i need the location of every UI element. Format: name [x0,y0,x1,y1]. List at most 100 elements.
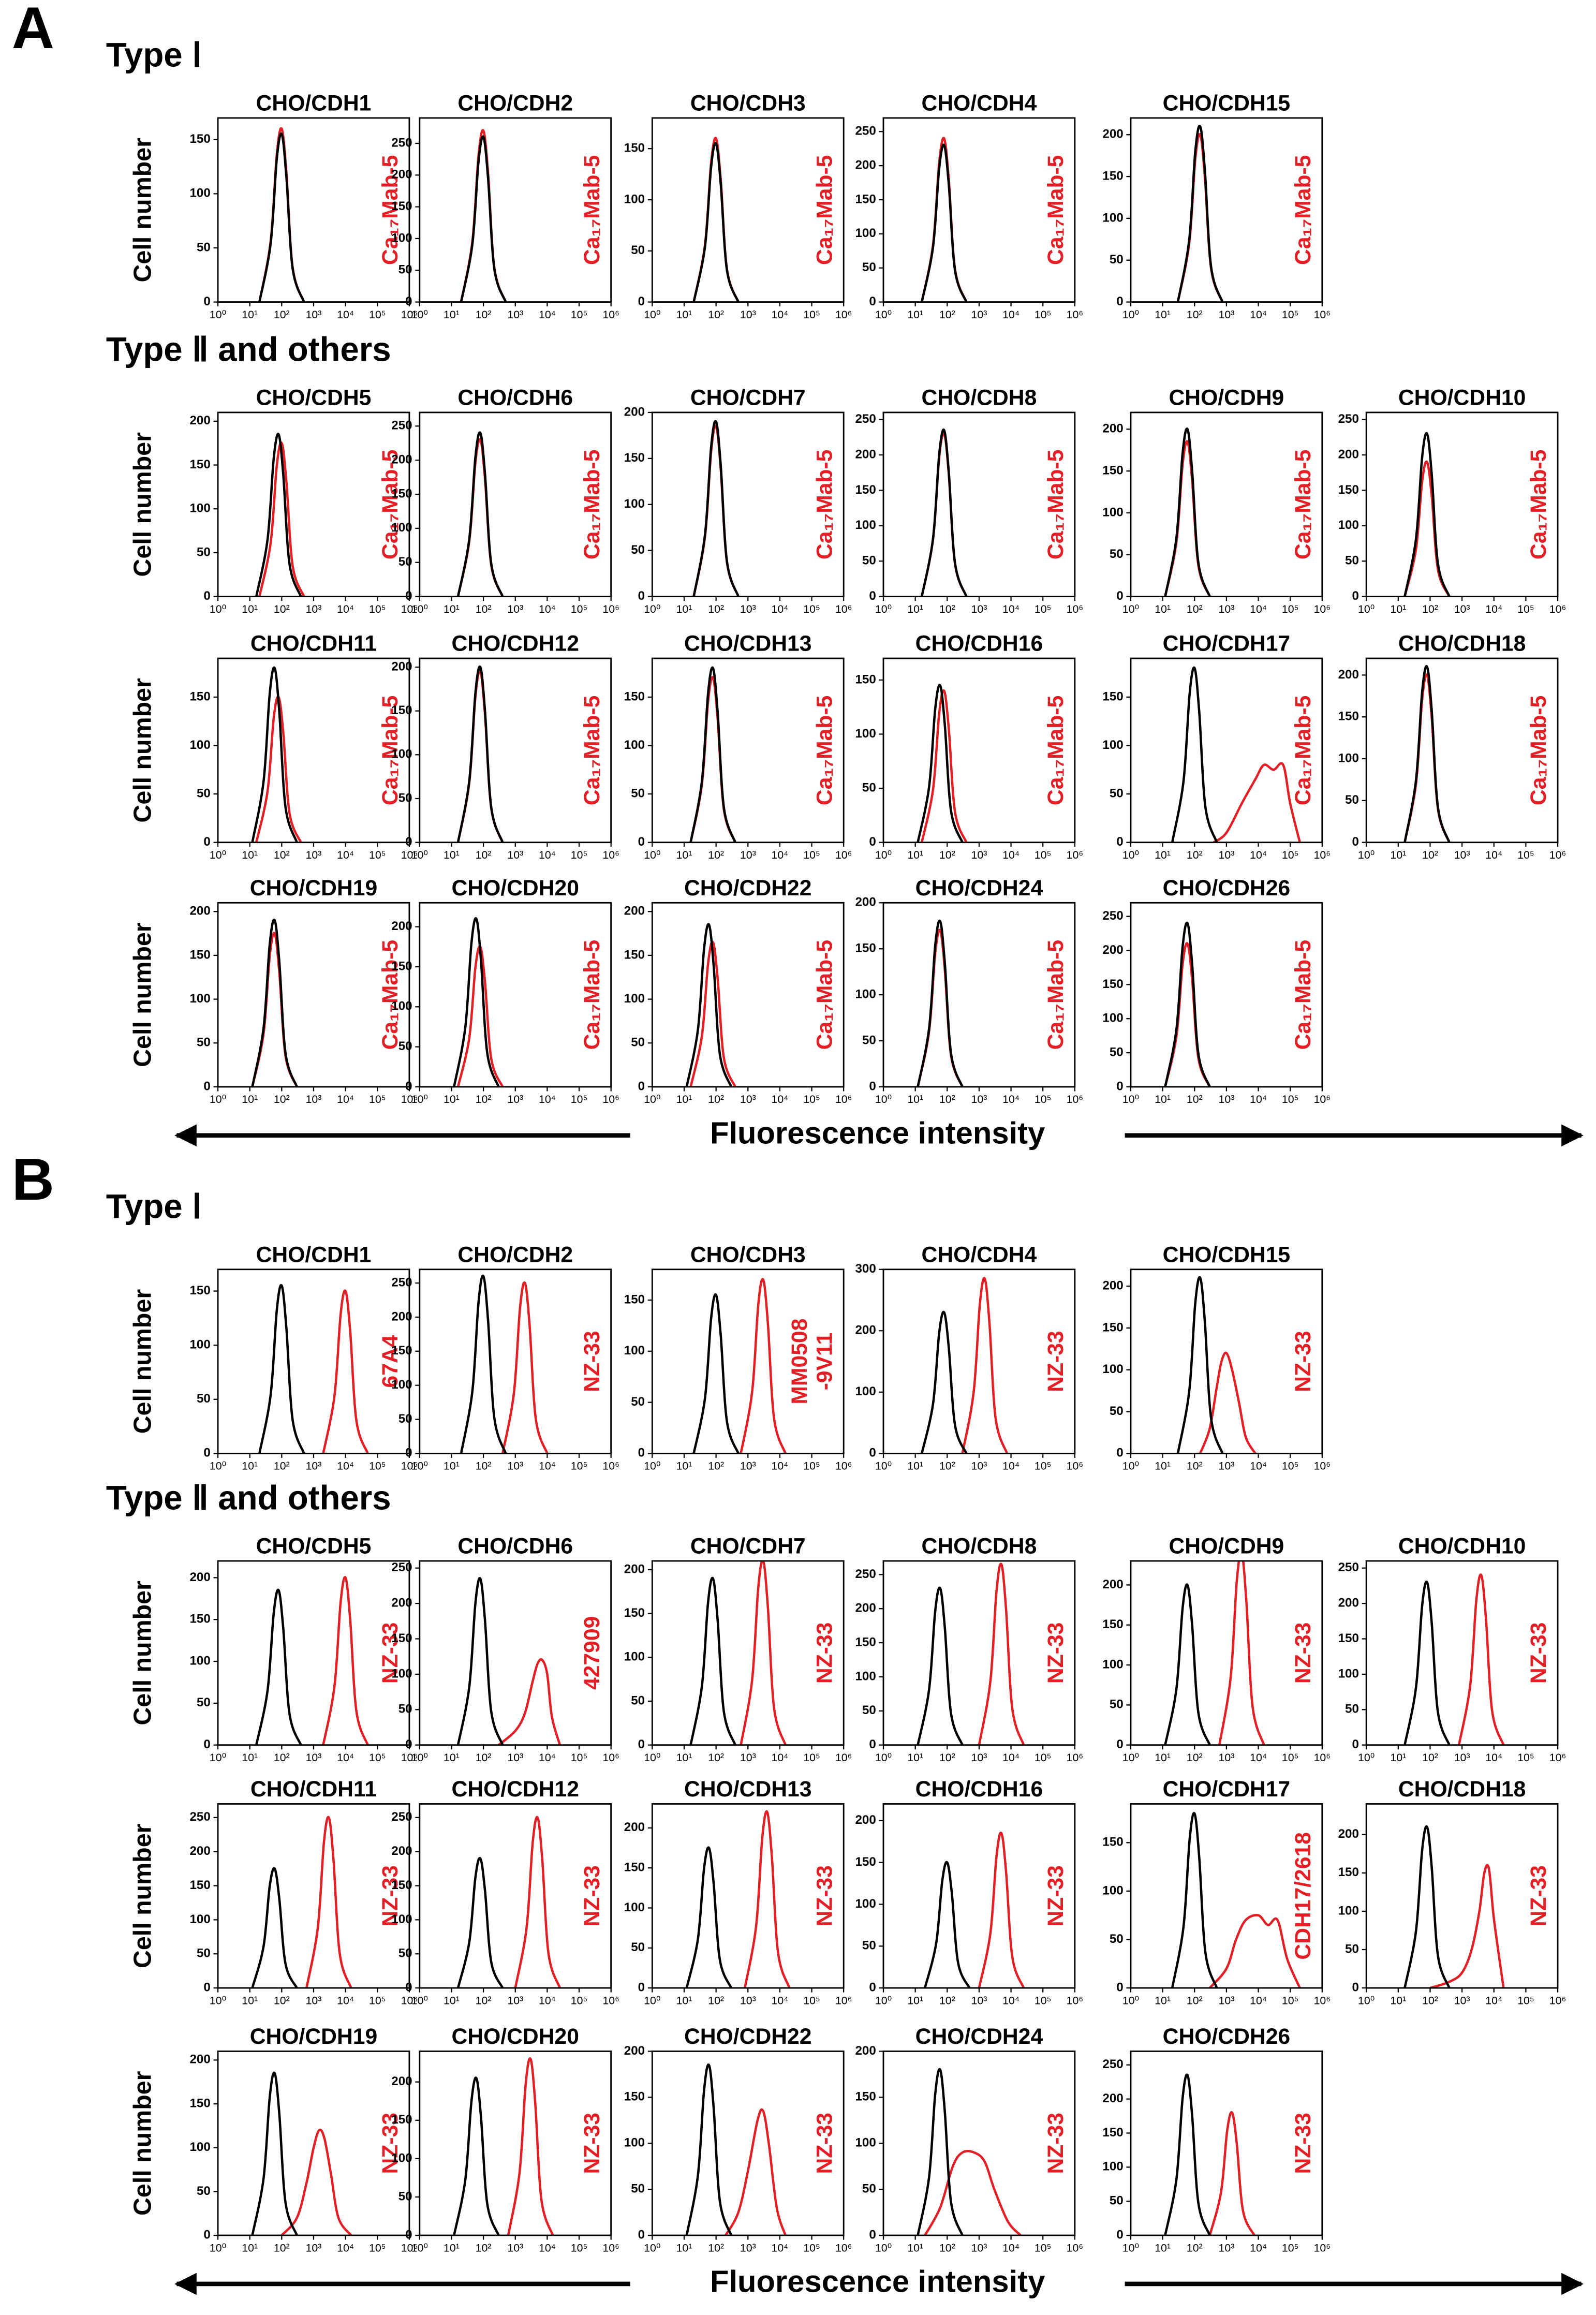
curves [924,1831,1025,1988]
y-tick-label: 200 [624,1562,645,1576]
x-tick-label: 10³ [740,849,756,861]
x-tick-label: 10³ [507,1751,523,1764]
y-axis-label: Cell number [129,678,157,823]
y-tick-label: 0 [1352,589,1358,603]
x-tick-label: 10⁶ [1067,603,1084,615]
x-tick-label: 10⁵ [1282,1994,1299,2007]
x-tick-label: 10⁰ [210,308,226,321]
histogram-curve [692,424,740,597]
y-tick-label: 150 [855,1855,876,1869]
x-tick-label: 10⁶ [401,1460,418,1472]
histogram-panel: CHO/CDH15 0 50 100 150 200 10⁰ 10¹ 10² 10³ 10⁴ 10⁵ 1… [1102,91,1331,321]
x-tick-label: 10⁵ [803,1460,820,1472]
y-tick-label: 150 [189,2096,210,2110]
x-tick-label: 10³ [1218,849,1234,861]
x-tick-label: 10¹ [242,308,258,321]
panel-title: CHO/CDH9 [1169,1534,1284,1559]
y-tick-label: 200 [1102,422,1123,436]
x-tick-label: 10³ [1454,1994,1470,2007]
panel-title: CHO/CDH11 [250,1777,377,1802]
x-tick-label: 10¹ [907,849,923,861]
x-tick-label: 10⁵ [803,2242,820,2254]
x-tick-label: 10¹ [676,603,692,615]
plot-frame [651,1560,845,1746]
x-tick-label: 10⁶ [602,1460,619,1472]
plot-frame [419,411,612,597]
histogram-curve [456,665,504,843]
y-tick-label: 150 [855,1635,876,1649]
plot-frame [419,1803,612,1989]
x-tick-label: 10² [708,1460,724,1472]
plot-frame [1365,1560,1559,1746]
histogram-curve [1176,1276,1224,1454]
histogram-panel: CHO/CDH1 0 50 100 150 10⁰ 10¹ 10² 10³ 10⁴ 10⁵ 10⁶ 67… [189,1242,418,1472]
y-tick-label: 250 [391,136,412,150]
antibody-label: NZ-33 [1043,2113,1068,2174]
y-tick-label: 150 [624,451,645,465]
y-tick-label: 150 [855,941,876,955]
x-tick-label: 10³ [306,603,322,615]
x-tick-label: 10⁵ [369,1751,386,1764]
x-tick-label: 10⁶ [1549,1751,1567,1764]
x-tick-label: 10⁴ [337,849,354,861]
x-tick-label: 10⁶ [835,2242,852,2254]
curves [692,420,740,597]
y-tick-label: 0 [203,1446,210,1460]
histogram-panel: CHO/CDH26 0 50 100 150 200 250 10⁰ 10¹ 10² 10³ 10⁴ 1… [1102,2024,1331,2254]
x-tick-label: 10⁶ [1314,308,1331,321]
plot-frame [1130,117,1323,303]
panel-title: CHO/CDH24 [915,876,1043,901]
x-tick-label: 10³ [507,1994,523,2007]
panel-title: CHO/CDH20 [451,876,579,901]
x-tick-label: 10⁰ [644,2242,660,2254]
y-tick-label: 150 [189,1878,210,1892]
x-tick-label: 10⁰ [875,603,892,615]
x-tick-label: 10¹ [444,1751,460,1764]
histogram-curve [1403,1580,1451,1745]
histogram-panel: CHO/CDH24 0 50 100 150 200 10⁰ 10¹ 10² 10³ 10⁴ 10⁵ 1… [855,2024,1083,2254]
x-tick-label: 10¹ [444,849,460,861]
y-tick-label: 50 [197,1947,211,1960]
y-tick-label: 150 [1102,977,1123,991]
x-tick-label: 10⁴ [771,308,788,321]
histogram-curve [1176,124,1224,302]
curves [1403,432,1451,597]
antibody-label: NZ-33 [1526,1865,1551,1927]
x-tick-label: 10¹ [907,308,923,321]
antibody-label: NZ-33 [1526,1623,1551,1684]
x-tick-label: 10⁴ [539,308,556,321]
curves [1164,2073,1255,2236]
y-tick-label: 150 [189,689,210,703]
y-tick-label: 200 [624,904,645,918]
y-tick-label: 0 [869,294,876,308]
panel-title: CHO/CDH13 [684,631,812,656]
histogram-curve [1403,432,1451,597]
x-tick-label: 10² [476,1994,492,2007]
x-tick-label: 10² [939,1751,955,1764]
x-tick-label: 10⁰ [644,1994,660,2007]
x-tick-label: 10¹ [444,2242,460,2254]
x-tick-label: 10⁴ [1002,603,1019,615]
y-tick-label: 50 [1110,1698,1124,1712]
x-tick-label: 10⁰ [1358,603,1375,615]
x-tick-label: 10² [939,2242,955,2254]
plot-frame [1130,411,1323,597]
y-axis-label: Cell number [129,2071,157,2216]
histogram-curve [251,1867,298,1988]
x-tick-label: 10⁵ [1282,849,1299,861]
group-heading: Type Ⅰ [106,1187,202,1225]
x-tick-label: 10⁴ [771,849,788,861]
plot-frame [217,1560,410,1746]
x-tick-label: 10⁶ [401,1751,418,1764]
y-tick-label: 50 [197,545,211,559]
y-tick-label: 150 [855,483,876,497]
x-tick-label: 10⁴ [337,1994,354,2007]
histogram-panel: CHO/CDH4 0 100 200 300 10⁰ 10¹ 10² 10³ 10⁴ 10⁵ 10⁶ N… [855,1242,1083,1472]
panel-title: CHO/CDH6 [457,1534,573,1559]
x-tick-label: 10⁴ [771,1994,788,2007]
y-tick-label: 100 [855,2136,876,2150]
antibody-label: NZ-33 [580,1865,604,1927]
histogram-curve [453,2076,500,2236]
y-tick-label: 0 [405,1079,412,1093]
